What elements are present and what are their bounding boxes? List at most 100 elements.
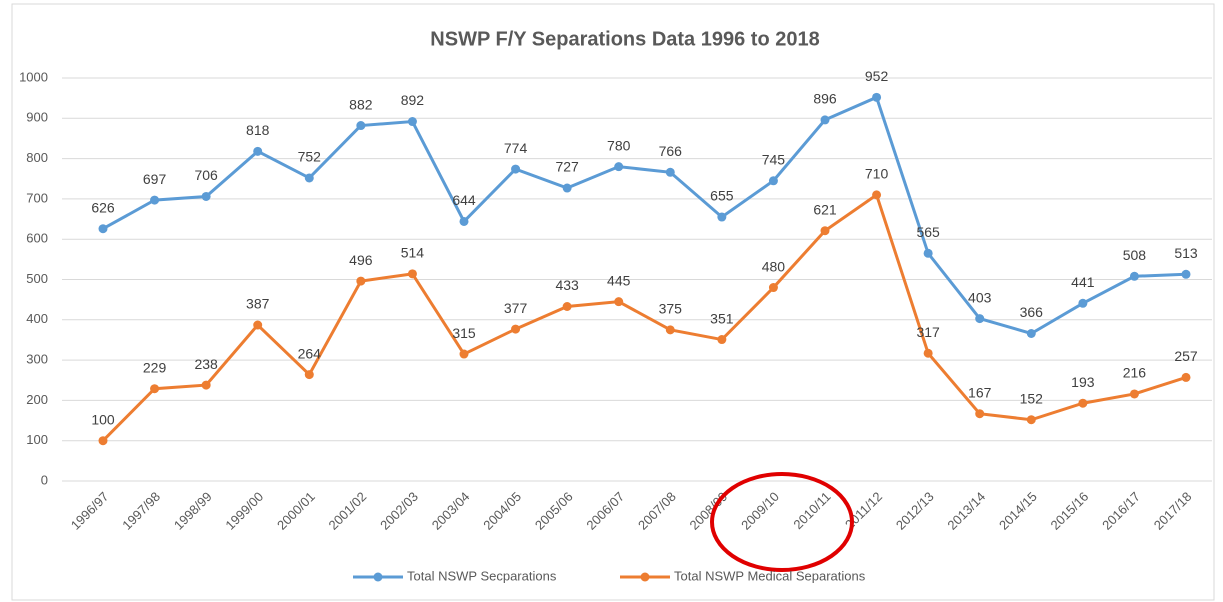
point (511, 164, 521, 174)
data-label: 513 (1174, 245, 1198, 261)
data-label: 496 (349, 252, 373, 268)
data-label: 257 (1174, 348, 1198, 364)
data-label: 727 (555, 159, 579, 175)
data-label: 697 (143, 171, 167, 187)
data-label: 565 (916, 224, 940, 240)
y-tick-label: 600 (26, 231, 48, 246)
data-label: 774 (504, 140, 528, 156)
point (1026, 415, 1036, 425)
point (459, 349, 469, 359)
point (614, 297, 624, 307)
point (356, 121, 366, 131)
point (98, 436, 108, 446)
data-label: 375 (659, 301, 683, 317)
data-label: 366 (1020, 304, 1044, 320)
y-tick-label: 900 (26, 110, 48, 125)
point (407, 269, 417, 279)
point (820, 226, 830, 236)
point (511, 324, 521, 334)
y-tick-label: 400 (26, 311, 48, 326)
data-label: 892 (401, 92, 425, 108)
point (768, 283, 778, 293)
y-tick-label: 700 (26, 190, 48, 205)
point (975, 314, 985, 324)
point (150, 384, 160, 394)
data-label: 644 (452, 192, 476, 208)
point (1078, 298, 1088, 308)
point (872, 92, 882, 102)
point (768, 176, 778, 186)
data-label: 745 (762, 151, 786, 167)
data-label: 433 (555, 277, 579, 293)
point (1129, 271, 1139, 281)
data-label: 514 (401, 245, 425, 261)
y-tick-label: 500 (26, 271, 48, 286)
point (459, 216, 469, 226)
data-label: 626 (91, 199, 115, 215)
point (1181, 269, 1191, 279)
data-label: 480 (762, 258, 786, 274)
legend-marker (373, 572, 383, 582)
data-label: 216 (1123, 365, 1147, 381)
data-label: 441 (1071, 274, 1095, 290)
data-label: 317 (916, 324, 940, 340)
point (923, 248, 933, 258)
data-label: 952 (865, 68, 889, 84)
legend-marker (640, 572, 650, 582)
point (562, 302, 572, 312)
series-line (102, 95, 1187, 336)
data-label: 882 (349, 96, 373, 112)
y-tick-label: 800 (26, 150, 48, 165)
data-label: 167 (968, 384, 992, 400)
point (665, 325, 675, 335)
data-label: 403 (968, 289, 992, 305)
point (98, 224, 108, 234)
data-label: 264 (298, 345, 322, 361)
point (407, 117, 417, 127)
data-label: 752 (298, 149, 322, 165)
point (253, 146, 263, 156)
series-line (101, 192, 1187, 442)
point (304, 370, 314, 380)
data-label: 315 (452, 325, 476, 341)
data-label: 193 (1071, 374, 1095, 390)
legend-label: Total NSWP Medical Separations (674, 568, 866, 583)
data-label: 229 (143, 359, 167, 375)
y-tick-label: 0 (41, 472, 48, 487)
data-label: 655 (710, 188, 734, 204)
highlight-circle (710, 472, 854, 572)
point (717, 212, 727, 222)
data-label: 351 (710, 310, 734, 326)
data-label: 710 (865, 166, 889, 182)
point (1026, 329, 1036, 339)
data-label: 706 (194, 167, 218, 183)
data-label: 818 (246, 122, 270, 138)
point (614, 162, 624, 172)
data-label: 508 (1123, 247, 1147, 263)
data-label: 152 (1020, 390, 1044, 406)
data-label: 100 (91, 411, 115, 427)
data-label: 780 (607, 137, 631, 153)
point (923, 348, 933, 358)
data-label: 896 (813, 91, 837, 107)
point (872, 190, 882, 200)
point (356, 276, 366, 286)
point (201, 380, 211, 390)
y-tick-label: 200 (26, 392, 48, 407)
point (150, 195, 160, 205)
point (820, 115, 830, 125)
data-label: 238 (194, 356, 218, 372)
chart-title: NSWP F/Y Separations Data 1996 to 2018 (430, 28, 819, 50)
data-label: 445 (607, 272, 631, 288)
point (665, 167, 675, 177)
data-label: 387 (246, 296, 270, 312)
point (975, 409, 985, 419)
legend-label: Total NSWP Secparations (407, 568, 557, 583)
data-label: 621 (813, 201, 837, 217)
y-tick-label: 100 (26, 432, 48, 447)
point (562, 183, 572, 193)
point (201, 191, 211, 201)
data-label: 766 (659, 143, 683, 159)
